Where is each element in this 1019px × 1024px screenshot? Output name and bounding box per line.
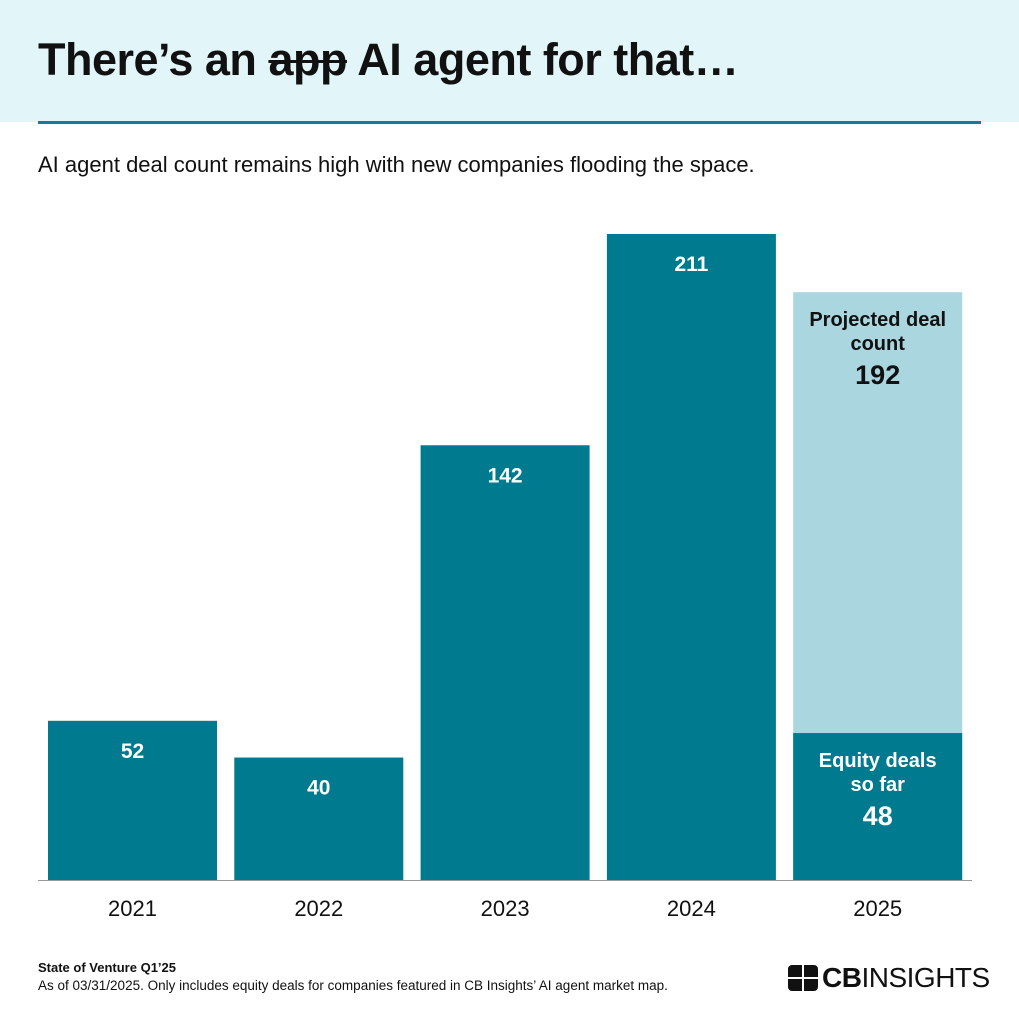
logo-text: INSIGHTS xyxy=(861,962,990,993)
x-tick-label: 2024 xyxy=(667,896,716,921)
x-tick-label: 2025 xyxy=(853,896,902,921)
header-rule xyxy=(38,121,981,124)
subtitle: AI agent deal count remains high with ne… xyxy=(38,152,755,177)
source-label: State of Venture Q1’25 xyxy=(38,960,176,975)
projected-value-label: 192 xyxy=(855,360,900,390)
bar-value-label: 142 xyxy=(488,464,523,487)
title-struck-word: app xyxy=(268,34,347,85)
projected-label: count xyxy=(850,333,905,355)
x-tick-label: 2021 xyxy=(108,896,157,921)
bar-2021 xyxy=(48,720,217,880)
title-part: There’s an xyxy=(38,34,257,85)
bar-2023 xyxy=(420,445,590,880)
bar-2024 xyxy=(606,234,776,880)
header-band xyxy=(0,0,1019,122)
logo-text-bold: CB xyxy=(822,962,862,993)
bar-2022 xyxy=(234,757,404,880)
cb-insights-logo: CB INSIGHTS xyxy=(788,962,990,994)
bar-value-label: 48 xyxy=(863,801,893,831)
bar-chart: 52 2021 40 2022 142 2023 211 2024 Projected deal… xyxy=(38,234,972,921)
equity-label: so far xyxy=(850,774,905,796)
bar-value-label: 211 xyxy=(674,253,708,276)
bar-value-label: 52 xyxy=(121,740,144,763)
x-tick-label: 2022 xyxy=(294,896,343,921)
x-tick-label: 2023 xyxy=(481,896,530,921)
bar-value-label: 40 xyxy=(307,777,330,800)
equity-label: Equity deals xyxy=(819,750,937,772)
title-part: AI agent for that… xyxy=(357,34,739,85)
projected-label: Projected deal xyxy=(809,309,946,331)
bar-2025 xyxy=(793,733,963,880)
logo-mark-icon xyxy=(788,965,818,991)
footnote: As of 03/31/2025. Only includes equity d… xyxy=(38,978,668,993)
page-title: There’s an app AI agent for that… xyxy=(38,34,739,86)
